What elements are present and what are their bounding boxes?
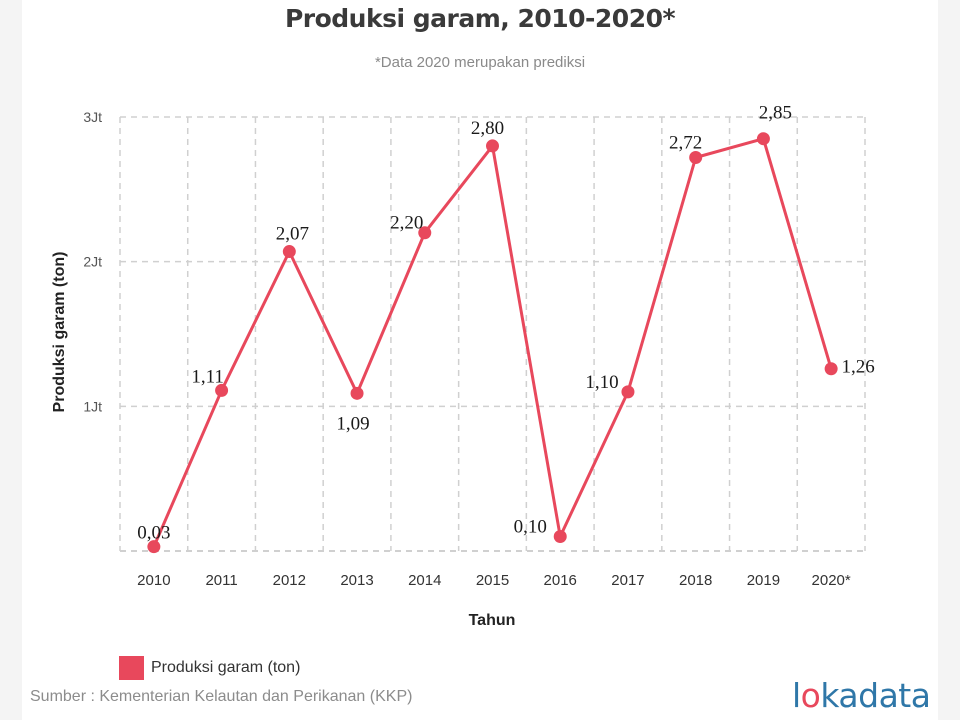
x-tick-label: 2010 (137, 572, 170, 589)
chart-subtitle: *Data 2020 merupakan prediksi (374, 54, 586, 71)
x-tick-label: 2017 (611, 572, 644, 589)
data-label: 2,85 (759, 103, 792, 124)
x-tick-label: 2015 (476, 572, 509, 589)
axes: Tahun Produksi garam (ton) 1Jt 2Jt 3Jt 2010… (51, 109, 851, 629)
data-point (147, 540, 161, 554)
data-label: 2,80 (471, 118, 504, 139)
data-point (689, 151, 703, 165)
data-label: 2,72 (669, 133, 702, 154)
data-point (282, 245, 296, 259)
logo-o: o (800, 676, 821, 715)
x-tick-label: 2020* (812, 572, 851, 589)
data-point (215, 383, 229, 397)
data-point (350, 386, 364, 400)
y-tick-label: 2Jt (83, 254, 102, 270)
source-note: Sumber : Kementerian Kelautan dan Perika… (30, 688, 413, 705)
logo-suffix: kadata (820, 676, 931, 715)
x-tick-label: 2018 (679, 572, 712, 589)
data-point (418, 226, 432, 240)
x-tick-label: 2012 (273, 572, 306, 589)
y-tick-label: 3Jt (83, 109, 102, 125)
legend-swatch (119, 656, 144, 680)
x-tick-label: 2013 (340, 572, 373, 589)
data-point (756, 132, 770, 146)
data-point (824, 362, 838, 376)
data-label: 1,26 (842, 357, 875, 378)
x-tick-label: 2019 (747, 572, 780, 589)
data-point (621, 385, 635, 399)
data-point (553, 530, 567, 544)
data-labels: 0,03 1,11 2,07 1,09 2,20 2,80 0,10 1,10 2,72 2,85… (137, 103, 875, 544)
x-tick-label: 2011 (205, 572, 237, 589)
x-tick-label: 2014 (408, 572, 441, 589)
chart-title: Produksi garam, 2010-2020* (284, 4, 676, 33)
data-label: 2,07 (276, 224, 309, 245)
data-label: 1,11 (191, 366, 224, 387)
x-tick-label: 2016 (544, 572, 577, 589)
data-label: 1,10 (585, 372, 618, 393)
y-tick-label: 1Jt (83, 398, 102, 414)
grid (119, 116, 866, 552)
data-label: 0,10 (514, 517, 547, 538)
data-label: 0,03 (137, 523, 170, 544)
lokadata-logo[interactable]: lokadata (792, 676, 931, 715)
chart-card (22, 0, 938, 720)
series (147, 132, 838, 554)
legend-label: Produksi garam (ton) (151, 659, 301, 676)
y-axis-title: Produksi garam (ton) (51, 252, 68, 413)
data-point (486, 139, 499, 153)
data-label: 2,20 (390, 213, 423, 234)
logo-prefix: l (792, 676, 801, 715)
x-axis-title: Tahun (469, 612, 516, 629)
data-label: 1,09 (336, 413, 369, 434)
